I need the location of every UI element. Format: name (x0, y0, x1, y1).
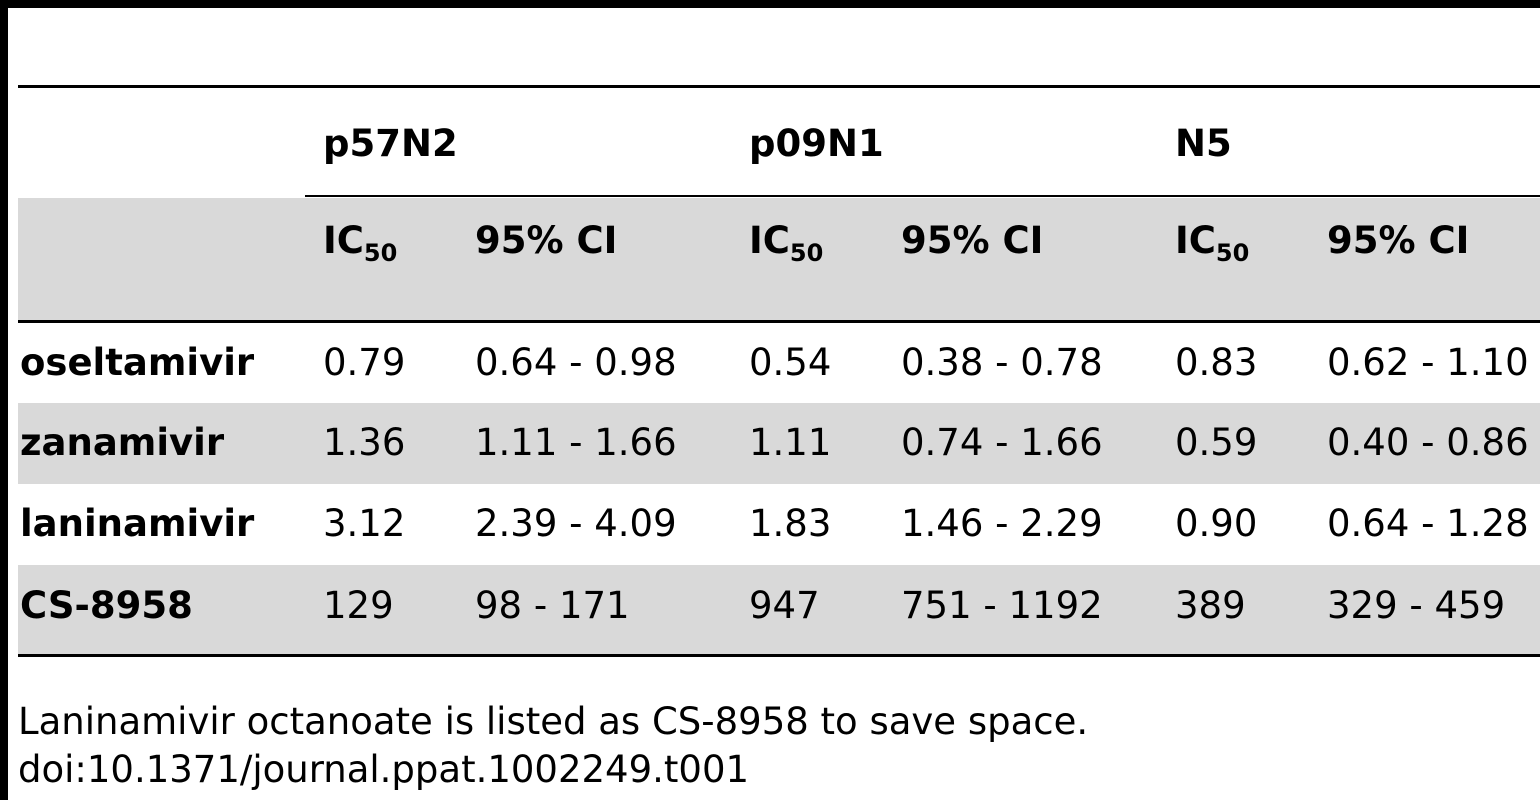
table-cell: 0.90 (1175, 502, 1258, 545)
left-border (0, 0, 8, 800)
table-cell: 0.83 (1175, 341, 1258, 384)
table-cell: 129 (323, 584, 394, 627)
subheader-ic50-p09n1: IC50 (749, 219, 824, 267)
table-cell: 1.83 (749, 502, 832, 545)
table-cell: 0.79 (323, 341, 406, 384)
table-cell: 1.11 - 1.66 (475, 421, 677, 464)
table-bottom-rule (18, 654, 1540, 657)
table-cell: 0.62 - 1.10 (1327, 341, 1529, 384)
table-cell: 0.54 (749, 341, 832, 384)
subheader-ic50-p57n2: IC50 (323, 219, 398, 267)
table-cell: 0.40 - 0.86 (1327, 421, 1529, 464)
table-cell: 947 (749, 584, 820, 627)
table-cell: 2.39 - 4.09 (475, 502, 677, 545)
group-header-rule (305, 195, 1540, 197)
table-top-rule (18, 85, 1540, 88)
table-cell: 389 (1175, 584, 1246, 627)
row-drug-label: laninamivir (20, 502, 255, 545)
table-cell: 751 - 1192 (901, 584, 1103, 627)
table-cell: 3.12 (323, 502, 406, 545)
row-drug-label: CS-8958 (20, 584, 193, 627)
group-header-p57n2: p57N2 (323, 122, 458, 165)
table-cell: 1.46 - 2.29 (901, 502, 1103, 545)
group-header-n5: N5 (1175, 122, 1232, 165)
table-cell: 0.38 - 0.78 (901, 341, 1103, 384)
table-cell: 329 - 459 (1327, 584, 1506, 627)
top-border (0, 0, 1540, 8)
row-drug-label: zanamivir (20, 421, 225, 464)
table-cell: 0.59 (1175, 421, 1258, 464)
subheader-ic50-n5: IC50 (1175, 219, 1250, 267)
table-cell: 0.64 - 0.98 (475, 341, 677, 384)
subheader-ci-p09n1: 95% CI (901, 219, 1044, 262)
table-footnote: Laninamivir octanoate is listed as CS-89… (18, 700, 1089, 743)
subheader-row (18, 198, 1540, 320)
header-bottom-rule (18, 320, 1540, 323)
table-cell: 0.64 - 1.28 (1327, 502, 1529, 545)
group-header-p09n1: p09N1 (749, 122, 884, 165)
row-shade (18, 403, 1540, 484)
subheader-ci-n5: 95% CI (1327, 219, 1470, 262)
table-cell: 1.36 (323, 421, 406, 464)
row-drug-label: oseltamivir (20, 341, 255, 384)
row-shade (18, 565, 1540, 654)
table-cell: 0.74 - 1.66 (901, 421, 1103, 464)
table-cell: 98 - 171 (475, 584, 630, 627)
table-cell: 1.11 (749, 421, 832, 464)
subheader-ci-p57n2: 95% CI (475, 219, 618, 262)
doi-text: doi:10.1371/journal.ppat.1002249.t001 (18, 748, 750, 791)
